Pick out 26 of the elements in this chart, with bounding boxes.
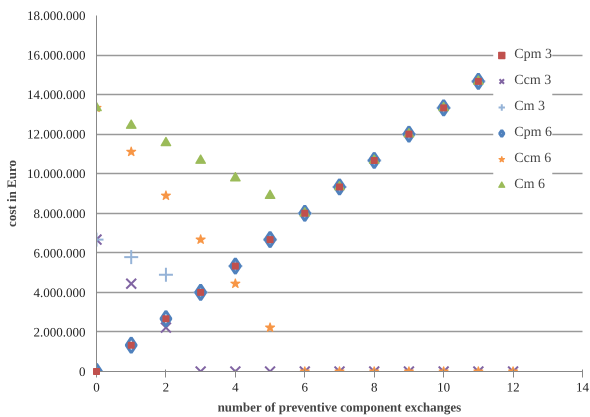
y-tick-label: 6.000.000: [34, 245, 86, 260]
x-tick-label: 14: [576, 380, 590, 394]
y-tick-label: 4.000.000: [34, 284, 86, 300]
legend-label: Cpm 3: [514, 47, 552, 63]
y-tick-label: 16.000.000: [27, 48, 86, 63]
x-axis-title: number of preventive component exchanges: [218, 400, 462, 414]
y-tick-label: 14.000.000: [27, 87, 86, 102]
y-axis-title: cost in Euro: [4, 160, 19, 227]
x-tick-label: 2: [162, 380, 170, 394]
y-tick-label: 2.000.000: [34, 324, 86, 340]
legend-label: Cm 3: [514, 99, 545, 115]
y-tick-label: 10.000.000: [27, 166, 86, 182]
legend-label: Ccm 3: [514, 73, 552, 89]
legend-label: Cm 6: [514, 177, 545, 193]
y-tick-label: 12.000.000: [27, 126, 86, 142]
y-tick-label: 0: [79, 364, 86, 379]
x-tick-label: 0: [93, 380, 100, 394]
y-tick-label: 18.000.000: [27, 8, 86, 23]
y-tick-label: 8.000.000: [34, 206, 86, 221]
x-tick-label: 4: [232, 380, 240, 394]
x-tick-label: 10: [437, 380, 450, 394]
x-tick-label: 12: [506, 380, 520, 394]
x-tick-label: 8: [370, 380, 378, 394]
legend-label: Cpm 6: [514, 125, 552, 141]
x-tick-label: 6: [302, 380, 309, 394]
legend-label: Ccm 6: [514, 151, 552, 167]
